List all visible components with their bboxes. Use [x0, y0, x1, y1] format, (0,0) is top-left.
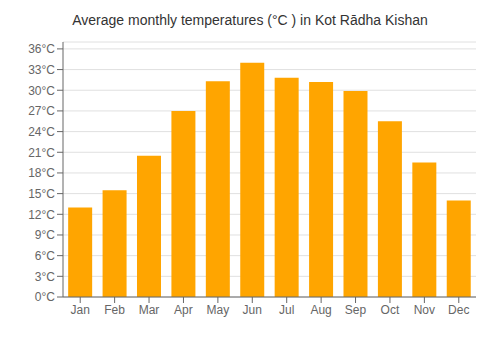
svg-text:24°C: 24°C — [28, 125, 55, 139]
svg-text:0°C: 0°C — [35, 290, 55, 304]
svg-text:30°C: 30°C — [28, 84, 55, 98]
svg-text:Dec: Dec — [448, 303, 469, 317]
svg-text:9°C: 9°C — [35, 228, 55, 242]
svg-text:Feb: Feb — [104, 303, 125, 317]
svg-text:Jun: Jun — [243, 303, 262, 317]
svg-text:Mar: Mar — [139, 303, 160, 317]
svg-text:36°C: 36°C — [28, 42, 55, 56]
svg-text:12°C: 12°C — [28, 208, 55, 222]
svg-text:Oct: Oct — [381, 303, 400, 317]
svg-text:21°C: 21°C — [28, 146, 55, 160]
svg-text:May: May — [207, 303, 230, 317]
svg-text:Aug: Aug — [310, 303, 331, 317]
svg-text:Apr: Apr — [174, 303, 193, 317]
html-text:Average monthly temperatures (: Average monthly temperatures (°C ) in Ko… — [72, 12, 428, 28]
svg-text:3°C: 3°C — [35, 270, 55, 284]
svg-text:27°C: 27°C — [28, 104, 55, 118]
svg-text:33°C: 33°C — [28, 63, 55, 77]
svg-text:Nov: Nov — [414, 303, 435, 317]
svg-text:18°C: 18°C — [28, 166, 55, 180]
svg-text:Sep: Sep — [345, 303, 367, 317]
svg-text:Jan: Jan — [71, 303, 90, 317]
svg-text:15°C: 15°C — [28, 187, 55, 201]
svg-text:Jul: Jul — [279, 303, 294, 317]
svg-text:6°C: 6°C — [35, 249, 55, 263]
